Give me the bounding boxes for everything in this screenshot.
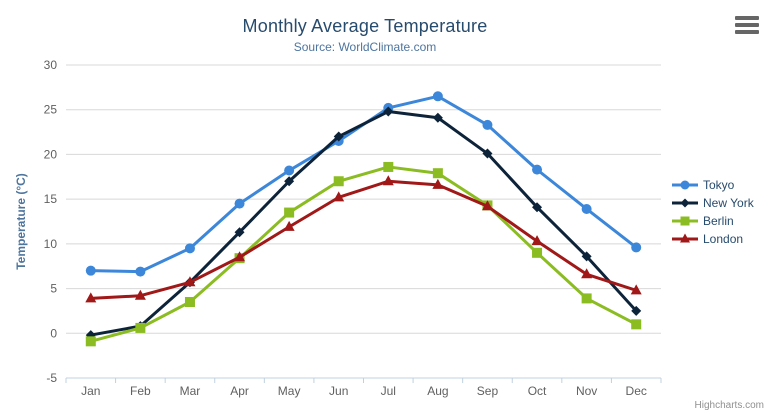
diamond-marker-icon — [672, 198, 698, 208]
y-axis-tick-label: 10 — [44, 237, 58, 251]
series-new-york-point[interactable] — [482, 148, 493, 159]
legend-marker — [680, 216, 690, 226]
series-new-york-point[interactable] — [284, 176, 295, 187]
series-berlin-point[interactable] — [432, 168, 443, 179]
y-axis-tick-label: 5 — [50, 282, 57, 296]
series-london-point[interactable] — [85, 292, 97, 303]
credits-link[interactable]: Highcharts.com — [694, 400, 764, 411]
series-tokyo-point[interactable] — [631, 242, 642, 253]
legend-item-new-york[interactable]: New York — [672, 195, 754, 211]
chart-title: Monthly Average Temperature — [242, 16, 488, 36]
y-axis-tick-label: 25 — [44, 103, 58, 117]
series-tokyo-point[interactable] — [532, 164, 543, 175]
legend-item-tokyo[interactable]: Tokyo — [672, 177, 754, 193]
export-menu-button[interactable] — [733, 13, 761, 37]
series-berlin-point[interactable] — [532, 247, 543, 258]
x-axis-tick-label: Aug — [427, 384, 448, 398]
triangle-marker-icon — [672, 233, 698, 243]
hamburger-icon — [735, 16, 759, 20]
series-berlin-point[interactable] — [333, 176, 344, 187]
y-axis-title: Temperature (°C) — [14, 173, 28, 270]
series-tokyo-point[interactable] — [482, 119, 493, 130]
series-new-york-point[interactable] — [631, 305, 642, 316]
y-axis-tick-label: 30 — [44, 58, 58, 72]
y-axis-tick-label: -5 — [46, 371, 57, 385]
series-london-point[interactable] — [234, 251, 246, 262]
x-axis-tick-label: Feb — [130, 384, 151, 398]
series-new-york-point[interactable] — [432, 112, 443, 123]
series-london-point[interactable] — [581, 268, 593, 279]
series-london-point[interactable] — [531, 235, 543, 246]
series-new-york-point[interactable] — [383, 106, 394, 117]
series-london-point[interactable] — [481, 200, 493, 211]
series-london-point[interactable] — [432, 178, 444, 189]
legend-item-berlin[interactable]: Berlin — [672, 213, 754, 229]
series-berlin-point[interactable] — [383, 161, 394, 172]
series-london-line[interactable] — [89, 179, 638, 300]
x-axis-tick-label: Sep — [477, 384, 499, 398]
series-new-york-point[interactable] — [532, 202, 543, 213]
x-axis-tick-label: Mar — [180, 384, 201, 398]
series-tokyo-point[interactable] — [234, 198, 245, 209]
legend-label: Tokyo — [703, 178, 735, 192]
series-berlin-point[interactable] — [184, 296, 195, 307]
series-berlin-point[interactable] — [135, 322, 146, 333]
series-new-york-point[interactable] — [234, 227, 245, 238]
legend-marker — [680, 198, 690, 208]
legend-marker — [680, 233, 690, 243]
square-marker-icon — [672, 216, 698, 226]
x-axis-tick-label: Dec — [626, 384, 647, 398]
y-axis-tick-label: 20 — [44, 147, 58, 161]
legend-label: Berlin — [703, 214, 734, 228]
series-tokyo-point[interactable] — [184, 243, 195, 254]
series-london-point[interactable] — [630, 284, 642, 295]
series-london-point[interactable] — [184, 276, 196, 287]
x-axis-tick-label: Apr — [230, 384, 249, 398]
series-berlin-point[interactable] — [85, 336, 96, 347]
legend-label: New York — [703, 196, 754, 210]
x-axis-tick-label: Jan — [81, 384, 100, 398]
series-new-york-line[interactable] — [89, 110, 638, 337]
series-berlin-line[interactable] — [89, 165, 638, 343]
legend-marker — [680, 180, 690, 190]
hamburger-icon — [735, 30, 759, 34]
legend-item-london[interactable]: London — [672, 231, 754, 247]
series-new-york-point[interactable] — [333, 131, 344, 142]
x-axis-tick-label: Oct — [528, 384, 547, 398]
series-tokyo-point[interactable] — [135, 266, 146, 277]
series-tokyo-point[interactable] — [581, 203, 592, 214]
series-berlin-point[interactable] — [631, 319, 642, 330]
series-berlin-point[interactable] — [284, 207, 295, 218]
series-berlin-point[interactable] — [581, 293, 592, 304]
x-axis-tick-label: May — [278, 384, 301, 398]
circle-marker-icon — [672, 180, 698, 190]
y-axis-tick-label: 15 — [44, 192, 58, 206]
series-london-point[interactable] — [134, 289, 146, 300]
chart-subtitle: Source: WorldClimate.com — [293, 40, 437, 54]
series-london-point[interactable] — [333, 191, 345, 202]
x-axis-tick-label: Jul — [381, 384, 396, 398]
x-axis-tick-label: Jun — [329, 384, 348, 398]
legend: Tokyo New York Berlin London — [672, 177, 754, 247]
y-axis-tick-label: 0 — [50, 326, 57, 340]
series-tokyo-point[interactable] — [85, 265, 96, 276]
series-new-york-point[interactable] — [581, 251, 592, 262]
series-tokyo-point[interactable] — [284, 165, 295, 176]
series-london-point[interactable] — [382, 175, 394, 186]
series-london-point[interactable] — [283, 220, 295, 231]
series-tokyo-point[interactable] — [432, 91, 443, 102]
legend-label: London — [703, 232, 744, 246]
x-axis-tick-label: Nov — [576, 384, 597, 398]
hamburger-icon — [735, 23, 759, 27]
